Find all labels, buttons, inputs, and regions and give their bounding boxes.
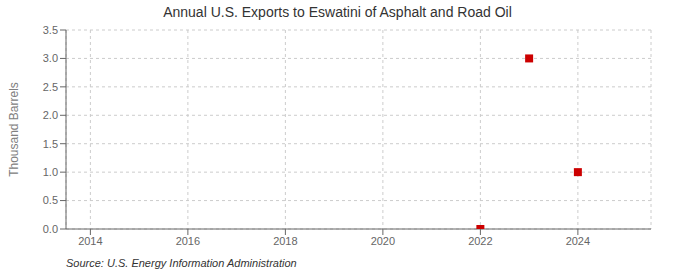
svg-text:Thousand Barrels: Thousand Barrels xyxy=(8,82,21,177)
svg-text:0.5: 0.5 xyxy=(43,194,58,206)
svg-text:1.0: 1.0 xyxy=(43,166,58,178)
svg-text:2020: 2020 xyxy=(371,235,395,247)
svg-text:0.0: 0.0 xyxy=(43,223,58,235)
svg-text:2022: 2022 xyxy=(468,235,492,247)
svg-text:2014: 2014 xyxy=(78,235,102,247)
svg-text:3.5: 3.5 xyxy=(43,24,58,36)
svg-text:2.5: 2.5 xyxy=(43,81,58,93)
svg-text:1.5: 1.5 xyxy=(43,138,58,150)
svg-text:3.0: 3.0 xyxy=(43,52,58,64)
html-text:Annual U.S. Exports to Eswatin: Annual U.S. Exports to Eswatini of Aspha… xyxy=(163,4,512,20)
svg-text:2024: 2024 xyxy=(566,235,590,247)
svg-text:2016: 2016 xyxy=(176,235,200,247)
html-text:Source: U.S. Energy Informatio: Source: U.S. Energy Information Administ… xyxy=(66,257,297,269)
svg-text:2.0: 2.0 xyxy=(43,109,58,121)
svg-text:2018: 2018 xyxy=(273,235,297,247)
